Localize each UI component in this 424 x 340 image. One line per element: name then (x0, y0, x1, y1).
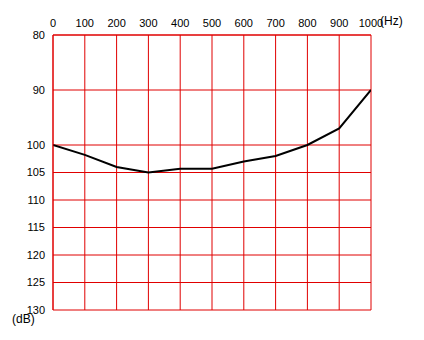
html-text:(Hz): (Hz) (380, 14, 403, 28)
svg-text:300: 300 (139, 17, 157, 29)
svg-text:0: 0 (50, 17, 56, 29)
svg-text:120: 120 (27, 249, 45, 261)
svg-text:400: 400 (171, 17, 189, 29)
svg-text:100: 100 (27, 139, 45, 151)
svg-text:110: 110 (27, 194, 45, 206)
svg-text:200: 200 (107, 17, 125, 29)
svg-text:125: 125 (27, 276, 45, 288)
svg-text:100: 100 (76, 17, 94, 29)
svg-text:130: 130 (26, 303, 45, 316)
html-text:(dB): (dB) (12, 312, 35, 326)
svg-text:900: 900 (330, 17, 348, 29)
svg-text:700: 700 (266, 17, 284, 29)
svg-text:90: 90 (33, 84, 45, 96)
svg-text:600: 600 (235, 17, 253, 29)
svg-text:105: 105 (27, 166, 45, 178)
svg-text:80: 80 (33, 29, 45, 41)
svg-text:800: 800 (298, 17, 316, 29)
svg-text:1000: 1000 (359, 17, 383, 29)
svg-text:115: 115 (27, 221, 45, 233)
svg-text:500: 500 (203, 17, 221, 29)
